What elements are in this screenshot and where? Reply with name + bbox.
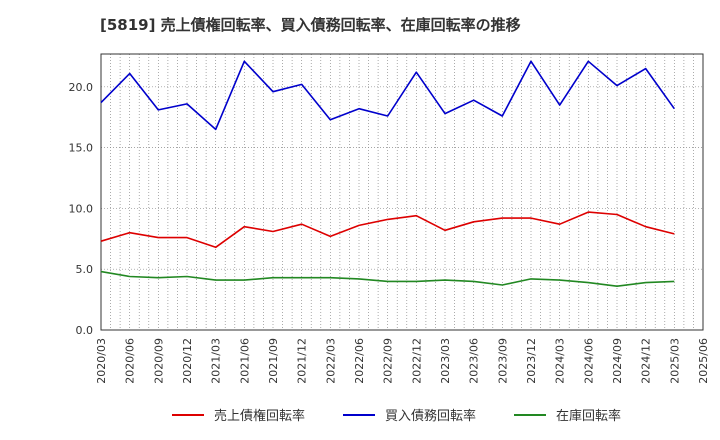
x-tick-label: 2020/06: [124, 338, 137, 384]
x-tick-label: 2022/03: [324, 338, 337, 384]
series-lines: [100, 60, 675, 288]
x-tick-label: 2025/03: [668, 338, 681, 384]
x-tick-label: 2021/03: [210, 338, 223, 384]
plot-frame: [100, 53, 704, 331]
x-tick-label: 2021/12: [296, 338, 309, 384]
series-line-1: [100, 211, 675, 249]
x-axis-ticks: 2020/03 2020/06 2020/09 2020/12 2021/03 2021/…: [95, 338, 710, 384]
legend-label: 買入債務回転率: [385, 408, 476, 424]
x-tick-label: 2023/06: [468, 338, 481, 384]
x-tick-label: 2023/09: [496, 338, 509, 384]
y-tick-label: 15.0: [69, 142, 94, 155]
x-tick-label: 2024/06: [582, 338, 595, 384]
x-tick-label: 2020/09: [152, 338, 165, 384]
x-tick-label: 2024/03: [554, 338, 567, 384]
x-tick-label: 2021/06: [238, 338, 251, 384]
series-line-3: [100, 270, 675, 288]
y-tick-label: 20.0: [69, 81, 94, 94]
y-tick-label: 10.0: [69, 202, 94, 215]
y-tick-label: 0.0: [76, 324, 94, 337]
x-tick-label: 2023/12: [525, 338, 538, 384]
y-axis-ticks: 0.0 5.0 10.0 15.0 20.0: [69, 81, 94, 337]
legend-label: 在庫回転率: [556, 408, 621, 424]
legend-label: 売上債権回転率: [214, 408, 305, 424]
series-line-2: [100, 60, 675, 131]
chart-title: [5819] 売上債権回転率、買入債務回転率、在庫回転率の推移: [100, 16, 521, 34]
x-tick-label: 2024/09: [611, 338, 624, 384]
x-tick-label: 2021/09: [267, 338, 280, 384]
x-tick-label: 2023/03: [439, 338, 452, 384]
x-tick-label: 2020/12: [181, 338, 194, 384]
x-tick-label: 2022/12: [410, 338, 423, 384]
x-tick-label: 2022/06: [353, 338, 366, 384]
x-tick-label: 2022/09: [382, 338, 395, 384]
legend: 売上債権回転率 買入債務回転率 在庫回転率: [172, 408, 621, 424]
x-tick-label: 2025/06: [697, 338, 710, 384]
x-tick-label: 2024/12: [640, 338, 653, 384]
x-tick-label: 2020/03: [95, 338, 108, 384]
y-tick-label: 5.0: [76, 263, 94, 276]
